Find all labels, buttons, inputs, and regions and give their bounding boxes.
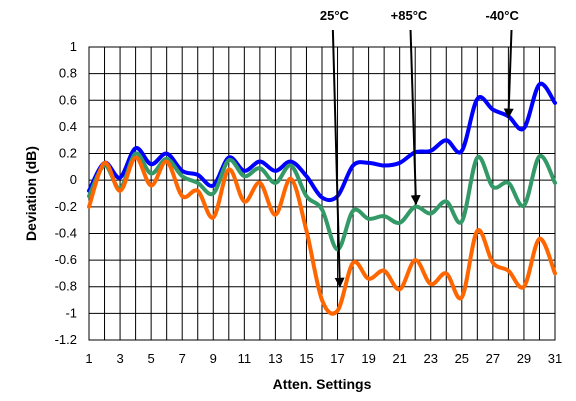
x-tick-label: 19: [361, 351, 375, 366]
annotation-label: -40°C: [485, 8, 519, 23]
x-tick-label: 9: [210, 351, 217, 366]
x-tick-label: 5: [148, 351, 155, 366]
x-tick-label: 25: [455, 351, 469, 366]
x-tick-label: 13: [268, 351, 282, 366]
annotation-label: +85°C: [391, 8, 428, 23]
annotation-arrow: [409, 29, 421, 206]
series-line-3: [87, 155, 557, 316]
x-tick-label: 11: [238, 351, 252, 366]
annotation-arrow: [503, 29, 514, 119]
x-axis-ticks: 1 3 5 7 9 11 13 15 17 19 21 23 25 27 29 31: [85, 351, 562, 366]
x-axis-title: Atten. Settings: [273, 376, 372, 392]
series-line-2: [87, 151, 557, 252]
x-tick-label: 7: [179, 351, 186, 366]
y-tick-label: 0.4: [59, 119, 77, 134]
y-axis-title: Deviation (dB): [23, 146, 39, 241]
y-tick-label: -0.2: [55, 199, 77, 214]
x-tick-label: 23: [423, 351, 437, 366]
y-tick-label: -1: [65, 305, 77, 320]
y-tick-label: 0: [70, 172, 77, 187]
x-tick-label: 1: [85, 351, 92, 366]
annotations: 25°C +85°C -40°C: [320, 8, 519, 288]
y-tick-label: -0.6: [55, 252, 77, 267]
x-tick-label: 27: [486, 351, 500, 366]
series-line-1: [87, 81, 557, 203]
x-tick-label: 29: [517, 351, 531, 366]
y-tick-label: 0.8: [59, 66, 77, 81]
x-tick-label: 15: [299, 351, 313, 366]
annotation-arrow: [331, 29, 345, 288]
y-tick-label: 0.2: [59, 146, 77, 161]
y-tick-label: -0.4: [55, 225, 77, 240]
x-tick-label: 31: [548, 351, 562, 366]
y-axis-ticks: -1.2 -1 -0.8 -0.6 -0.4 -0.2 0 0.2 0.4 0.6 0.8 1: [55, 39, 77, 347]
y-tick-label: -1.2: [55, 332, 77, 347]
series-group: [87, 81, 557, 316]
annotation-label: 25°C: [320, 8, 350, 23]
y-tick-label: 1: [70, 39, 77, 54]
y-tick-label: 0.6: [59, 92, 77, 107]
x-tick-label: 3: [116, 351, 123, 366]
y-tick-label: -0.8: [55, 279, 77, 294]
x-tick-label: 17: [330, 351, 344, 366]
x-tick-label: 21: [392, 351, 406, 366]
